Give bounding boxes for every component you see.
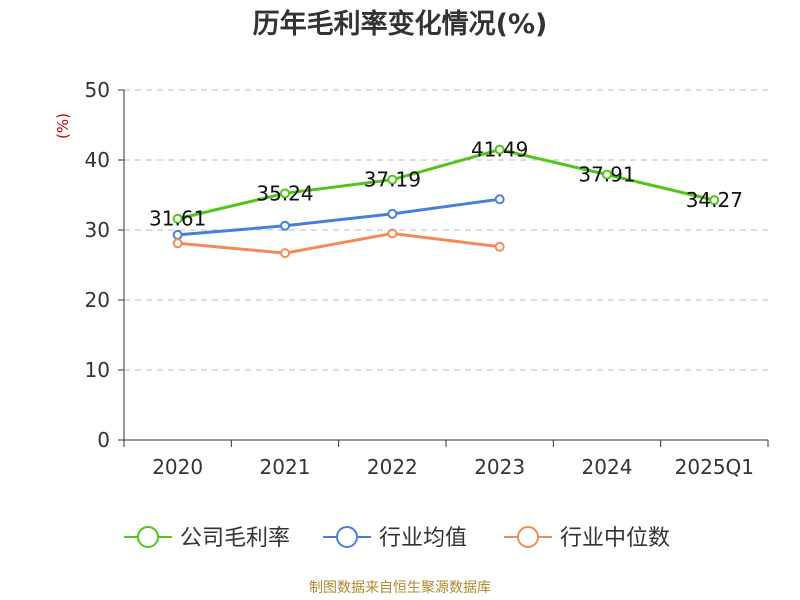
series-lines bbox=[172, 144, 720, 259]
y-tick-label: 50 bbox=[85, 78, 110, 102]
series-point[interactable] bbox=[280, 220, 290, 231]
series-line bbox=[177, 197, 500, 237]
x-tick-label: 2025Q1 bbox=[675, 455, 754, 479]
data-label: 31.61 bbox=[149, 207, 206, 231]
series-point[interactable] bbox=[387, 174, 398, 185]
data-label: 34.27 bbox=[686, 188, 743, 212]
chart-title: 历年毛利率变化情况(%) bbox=[253, 8, 548, 40]
y-tick-label: 10 bbox=[85, 358, 110, 382]
legend-label: 公司毛利率 bbox=[180, 526, 290, 551]
series-point[interactable] bbox=[709, 195, 720, 206]
series-point[interactable] bbox=[387, 228, 398, 239]
legend[interactable]: 公司毛利率 行业均值 行业中位数 bbox=[124, 526, 670, 551]
x-tick-label: 2020 bbox=[152, 455, 203, 479]
data-labels: 31.61 35.24 37.19 41.49 37.91 34.27 bbox=[149, 138, 743, 231]
legend-item[interactable]: 公司毛利率 bbox=[124, 526, 290, 551]
x-tick-label: 2022 bbox=[367, 455, 418, 479]
legend-marker bbox=[517, 526, 539, 548]
x-tick-label: 2023 bbox=[474, 455, 525, 479]
grid-lines bbox=[124, 89, 768, 371]
series-point[interactable] bbox=[494, 194, 505, 205]
series-point[interactable] bbox=[494, 144, 505, 155]
legend-item[interactable]: 行业均值 bbox=[323, 526, 467, 551]
legend-item[interactable]: 行业中位数 bbox=[504, 526, 670, 551]
series-point[interactable] bbox=[280, 188, 290, 199]
legend-label: 行业中位数 bbox=[560, 526, 670, 551]
y-unit-label: (%) bbox=[54, 113, 72, 139]
series-line bbox=[177, 232, 500, 255]
series-point[interactable] bbox=[280, 248, 290, 259]
y-tick-label: 40 bbox=[85, 148, 110, 172]
source-note: 制图数据来自恒生聚源数据库 bbox=[309, 580, 491, 596]
series-point[interactable] bbox=[172, 229, 183, 240]
series-point[interactable] bbox=[387, 208, 398, 219]
series-point[interactable] bbox=[172, 213, 183, 224]
x-tick-label: 2021 bbox=[260, 455, 311, 479]
series-point[interactable] bbox=[172, 238, 183, 249]
y-tick-label: 30 bbox=[85, 218, 110, 242]
series-line bbox=[177, 148, 715, 221]
x-tick-label: 2024 bbox=[582, 455, 633, 479]
legend-label: 行业均值 bbox=[379, 526, 467, 551]
data-label: 35.24 bbox=[256, 181, 313, 205]
series-point[interactable] bbox=[494, 241, 505, 252]
legend-marker bbox=[137, 526, 159, 548]
y-tick-label: 0 bbox=[97, 428, 110, 452]
legend-marker bbox=[336, 526, 358, 548]
data-label: 37.19 bbox=[364, 168, 421, 192]
y-tick-label: 20 bbox=[85, 288, 110, 312]
series-point[interactable] bbox=[602, 169, 612, 180]
data-label: 37.91 bbox=[578, 163, 635, 187]
axes: 0 10 20 30 40 50 2020 2021 2022 2023 2024 2025Q1 bbox=[85, 78, 769, 479]
data-label: 41.49 bbox=[471, 138, 528, 162]
